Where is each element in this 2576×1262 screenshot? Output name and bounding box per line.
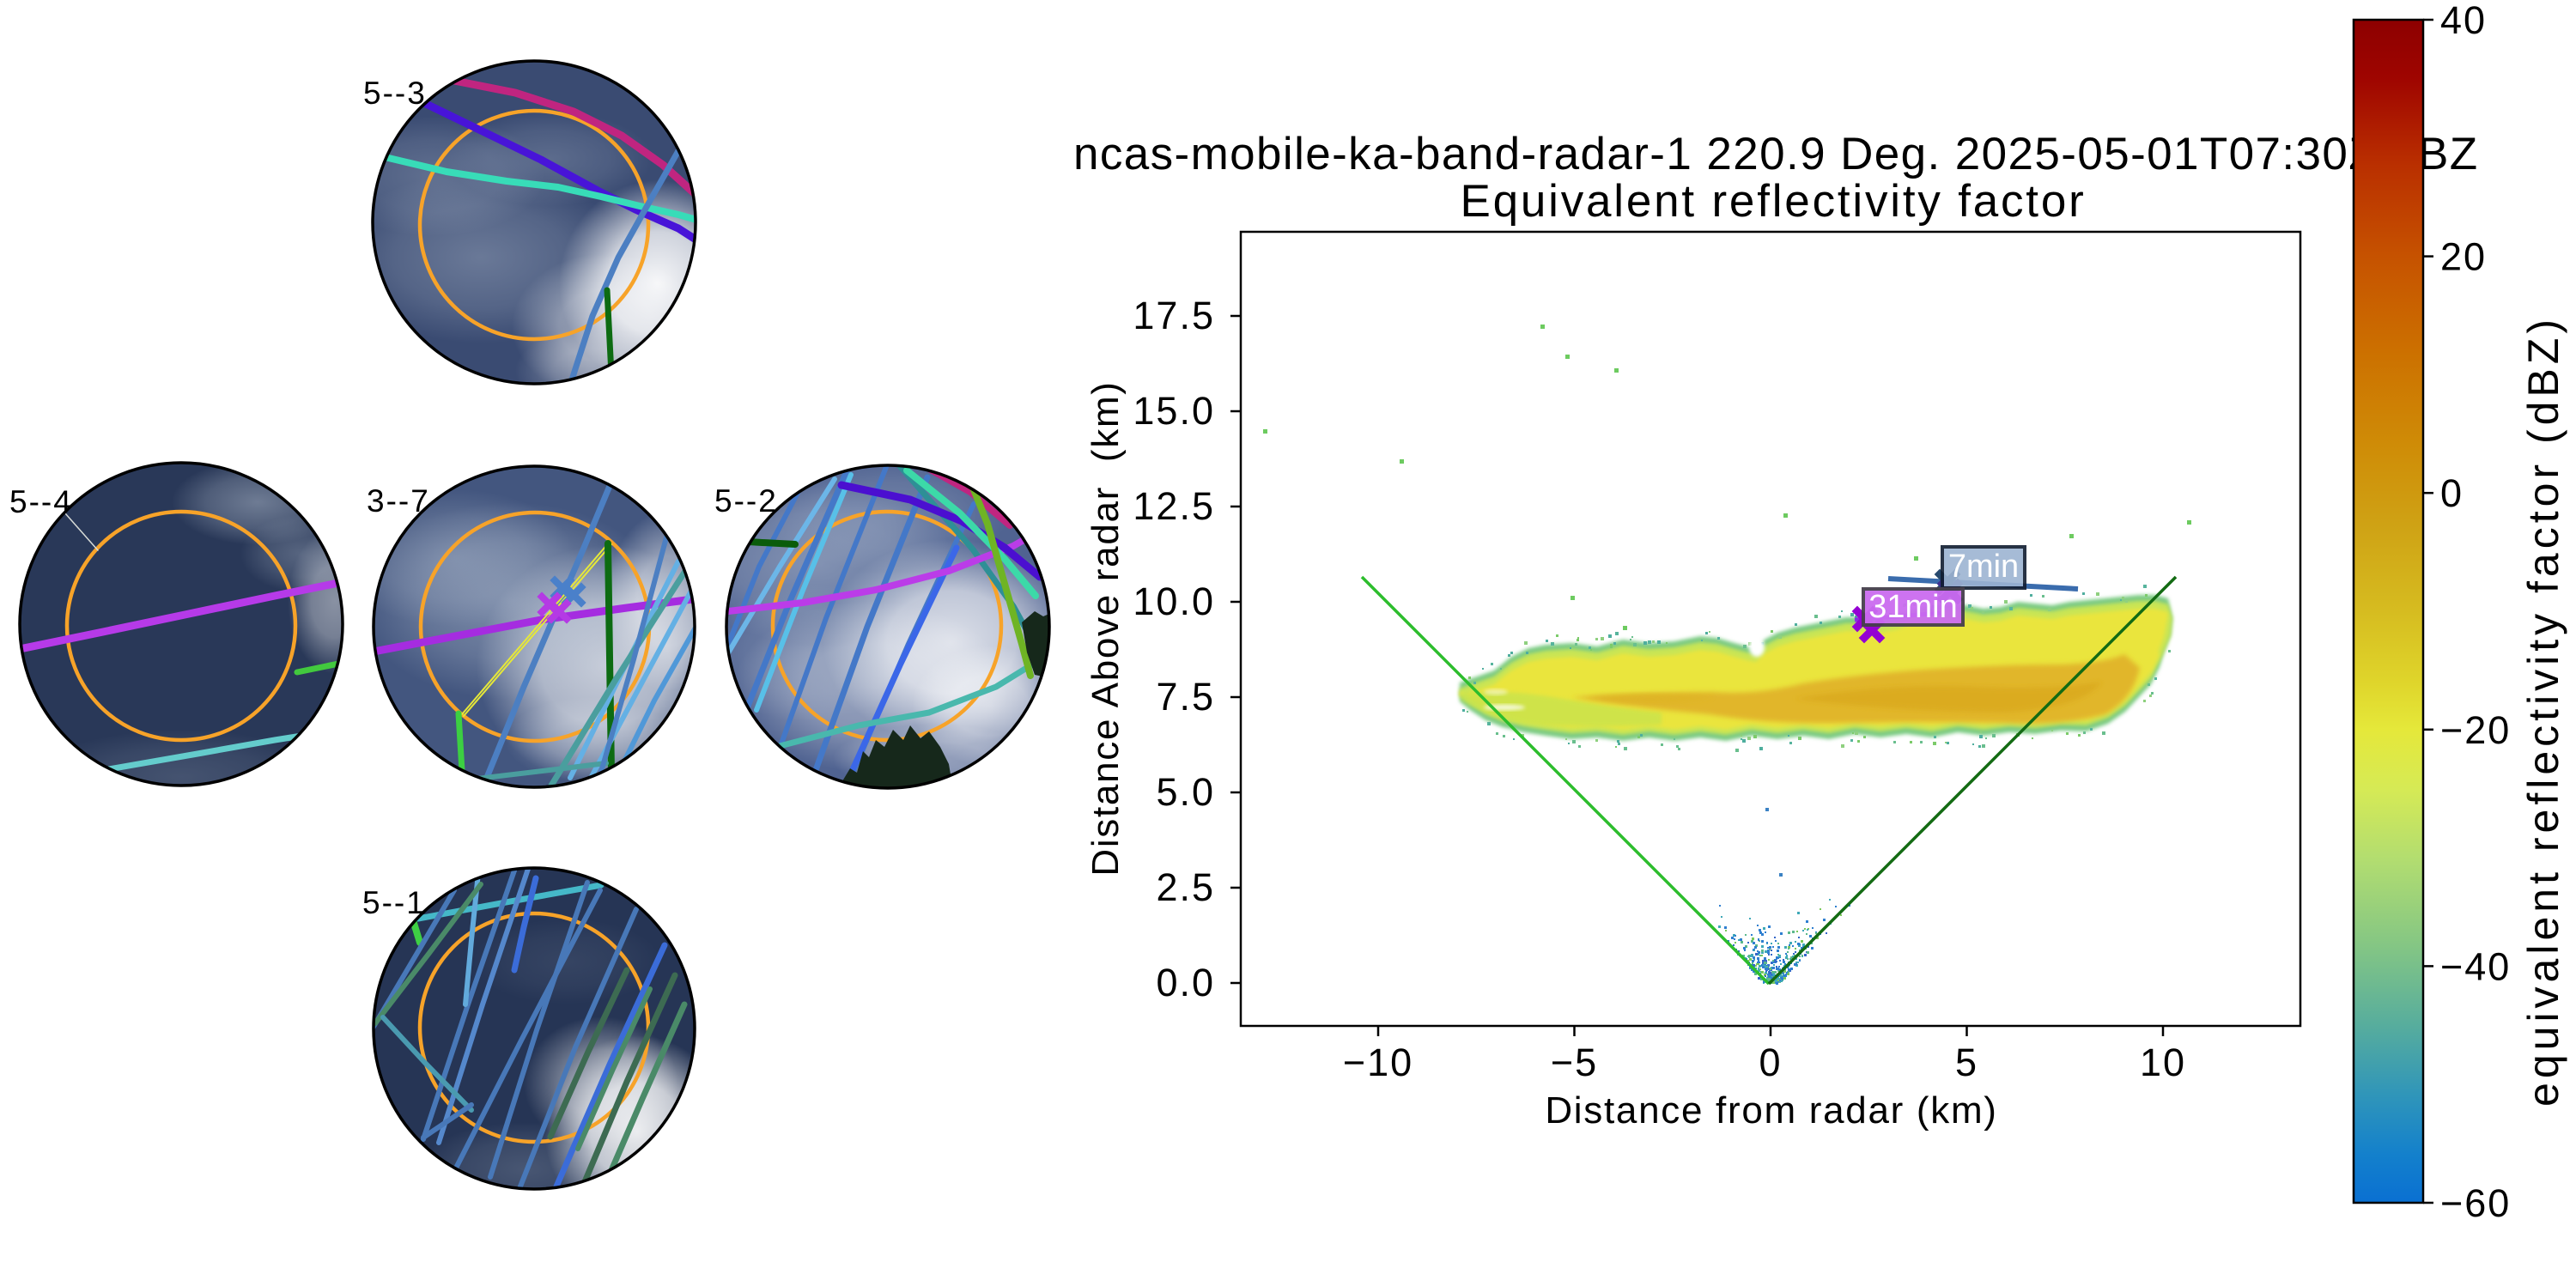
svg-text:Distance Above radar (km): Distance Above radar (km) <box>1084 380 1127 876</box>
svg-text:5--1: 5--1 <box>362 885 426 920</box>
svg-text:5--4: 5--4 <box>9 484 73 519</box>
svg-text:2.5: 2.5 <box>1156 865 1215 909</box>
svg-text:5: 5 <box>1955 1041 1978 1084</box>
svg-text:equivalent reflectivity factor: equivalent reflectivity factor (dBZ) <box>2519 315 2567 1107</box>
svg-text:0: 0 <box>1759 1041 1782 1084</box>
svg-text:5--3: 5--3 <box>363 76 427 111</box>
svg-text:10: 10 <box>2140 1041 2186 1084</box>
svg-text:3--7: 3--7 <box>367 483 430 519</box>
svg-text:ncas-mobile-ka-band-radar-1 22: ncas-mobile-ka-band-radar-1 220.9 Deg. 2… <box>1073 129 2479 179</box>
svg-text:0.0: 0.0 <box>1156 961 1215 1004</box>
svg-text:−40: −40 <box>2440 944 2511 988</box>
svg-text:12.5: 12.5 <box>1133 484 1215 528</box>
svg-text:0: 0 <box>2440 471 2464 515</box>
svg-text:−5: −5 <box>1551 1041 1598 1084</box>
svg-text:7min: 7min <box>1948 549 2019 585</box>
svg-text:5--2: 5--2 <box>714 483 778 519</box>
svg-text:−20: −20 <box>2440 708 2511 752</box>
svg-text:10.0: 10.0 <box>1133 579 1215 623</box>
svg-text:20: 20 <box>2440 235 2487 279</box>
svg-text:−60: −60 <box>2440 1181 2511 1225</box>
svg-text:Equivalent reflectivity factor: Equivalent reflectivity factor <box>1460 176 2086 227</box>
svg-text:17.5: 17.5 <box>1133 294 1215 337</box>
svg-text:7.5: 7.5 <box>1156 675 1215 719</box>
svg-text:5.0: 5.0 <box>1156 770 1215 814</box>
svg-text:31min: 31min <box>1868 589 1958 625</box>
svg-text:Distance from radar (km): Distance from radar (km) <box>1545 1089 1997 1132</box>
svg-text:−10: −10 <box>1343 1041 1413 1084</box>
svg-text:15.0: 15.0 <box>1133 389 1215 433</box>
svg-text:40: 40 <box>2440 0 2487 42</box>
